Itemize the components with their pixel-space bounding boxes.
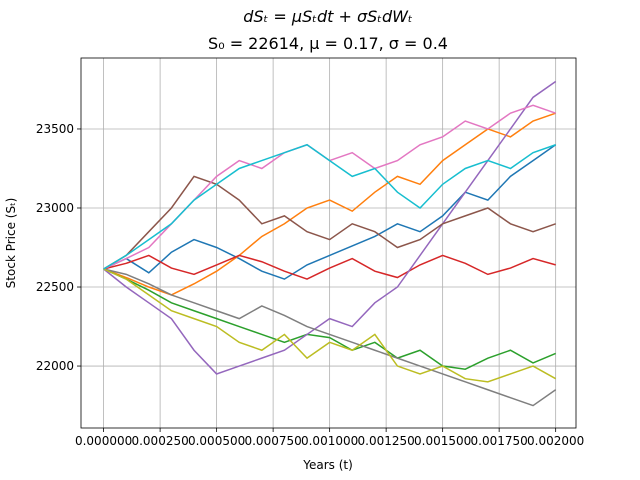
price-path — [103, 268, 556, 370]
x-tick-label: 0.000000 — [75, 434, 132, 448]
x-tick-label: 0.001500 — [414, 434, 471, 448]
price-path — [103, 268, 557, 407]
y-tick-label: 22500 — [36, 280, 74, 294]
price-path — [103, 268, 557, 383]
price-path — [103, 143, 556, 270]
price-path — [103, 80, 557, 375]
price-path — [103, 254, 556, 280]
y-tick-label: 23000 — [36, 201, 74, 215]
x-tick-label: 0.001250 — [358, 434, 415, 448]
y-axis-label: Stock Price (Sₜ) — [4, 198, 18, 289]
price-path — [103, 144, 557, 280]
x-tick-label: 0.000250 — [131, 434, 188, 448]
x-axis-label: Years (t) — [302, 458, 353, 472]
plot-frame — [80, 57, 577, 429]
x-tick-label: 0.001000 — [301, 434, 358, 448]
x-tick-label: 0.001750 — [471, 434, 528, 448]
y-tick-label: 23500 — [36, 122, 74, 136]
price-path — [103, 175, 556, 270]
y-tick-label: 22000 — [36, 359, 74, 373]
chart-subtitle: dSₜ = μSₜdt + σSₜdWₜ — [243, 7, 413, 26]
x-tick-label: 0.000750 — [244, 434, 301, 448]
price-path — [103, 112, 556, 296]
x-tick-label: 0.002000 — [527, 434, 584, 448]
chart-subtitle: S₀ = 22614, μ = 0.17, σ = 0.4 — [208, 34, 448, 53]
chart-title: Realizations of Geometric Brownian Motio… — [156, 0, 500, 1]
x-tick-label: 0.000500 — [188, 434, 245, 448]
